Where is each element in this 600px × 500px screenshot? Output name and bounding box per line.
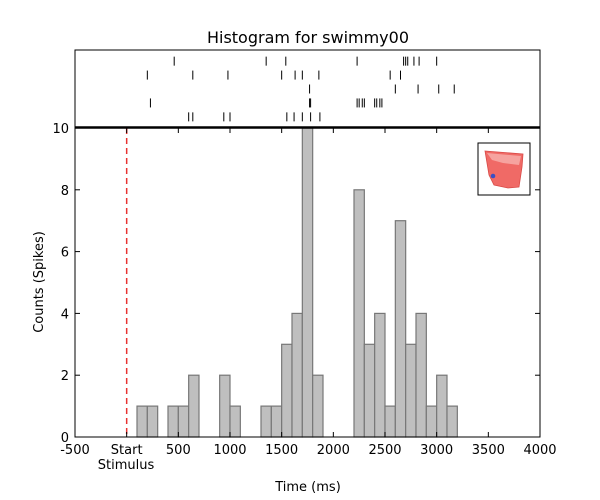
histogram-bar	[312, 374, 324, 438]
histogram-bar	[219, 374, 231, 438]
histogram-bar	[270, 405, 283, 438]
inset-thumbnail	[477, 142, 531, 196]
y-axis: 0 2 4 6 8 10	[52, 122, 540, 446]
histogram-bar	[281, 343, 293, 438]
y-tick-label: 2	[61, 369, 69, 384]
histogram-bars	[136, 127, 458, 438]
histogram-bar	[136, 405, 148, 438]
histogram-bar	[188, 374, 200, 438]
x-tick-label: 1000	[213, 443, 246, 458]
histogram-bar	[436, 374, 448, 438]
histogram-bar	[229, 405, 241, 438]
histogram-bar	[415, 312, 427, 438]
histogram-panel: -500 Start 500 1000 1500 2000 2500 3000 3500 4000…	[52, 122, 556, 473]
y-tick-label: 4	[61, 307, 69, 322]
x-tick-label: 3500	[472, 443, 505, 458]
histogram-bar	[177, 405, 190, 438]
y-tick-label: 0	[61, 431, 69, 446]
x-tick-label: 500	[166, 443, 191, 458]
histogram-bar	[394, 220, 407, 438]
histogram-bar	[405, 343, 417, 438]
raster-frame	[74, 49, 541, 129]
histogram-bar	[446, 405, 458, 438]
y-tick-label: 8	[61, 184, 69, 199]
histogram-bar	[425, 405, 438, 438]
histogram-bar	[374, 312, 386, 438]
histogram-bar	[146, 405, 159, 438]
x-tick-label: 4000	[523, 443, 556, 458]
histogram-bar	[167, 405, 179, 438]
x-tick-label: 2000	[317, 443, 350, 458]
chart-title: Histogram for swimmy00	[207, 28, 409, 47]
histogram-bar	[353, 189, 365, 438]
y-tick-label: 6	[61, 246, 69, 261]
x-tick-label: Start	[111, 443, 143, 458]
y-tick-label: 10	[52, 122, 69, 137]
histogram-bar	[301, 127, 314, 438]
x-tick-label-stimulus: Stimulus	[98, 458, 155, 473]
x-axis: -500 Start 500 1000 1500 2000 2500 3000 3500 4000	[60, 128, 557, 458]
histogram-bar	[384, 405, 396, 438]
inset-marker	[490, 173, 496, 179]
histogram-bar	[363, 343, 376, 438]
x-tick-label: 1500	[265, 443, 298, 458]
red-cell-morphology-icon	[484, 150, 524, 189]
raster-panel	[74, 49, 541, 129]
x-tick-label: 2500	[368, 443, 401, 458]
raster-ticks	[146, 56, 455, 122]
y-axis-label: Counts (Spikes)	[32, 231, 47, 333]
x-tick-label: 3000	[420, 443, 453, 458]
x-axis-label: Time (ms)	[274, 480, 341, 495]
x-tick-label: -500	[60, 443, 90, 458]
histogram-bar	[260, 405, 272, 438]
histogram-bar	[291, 312, 303, 438]
